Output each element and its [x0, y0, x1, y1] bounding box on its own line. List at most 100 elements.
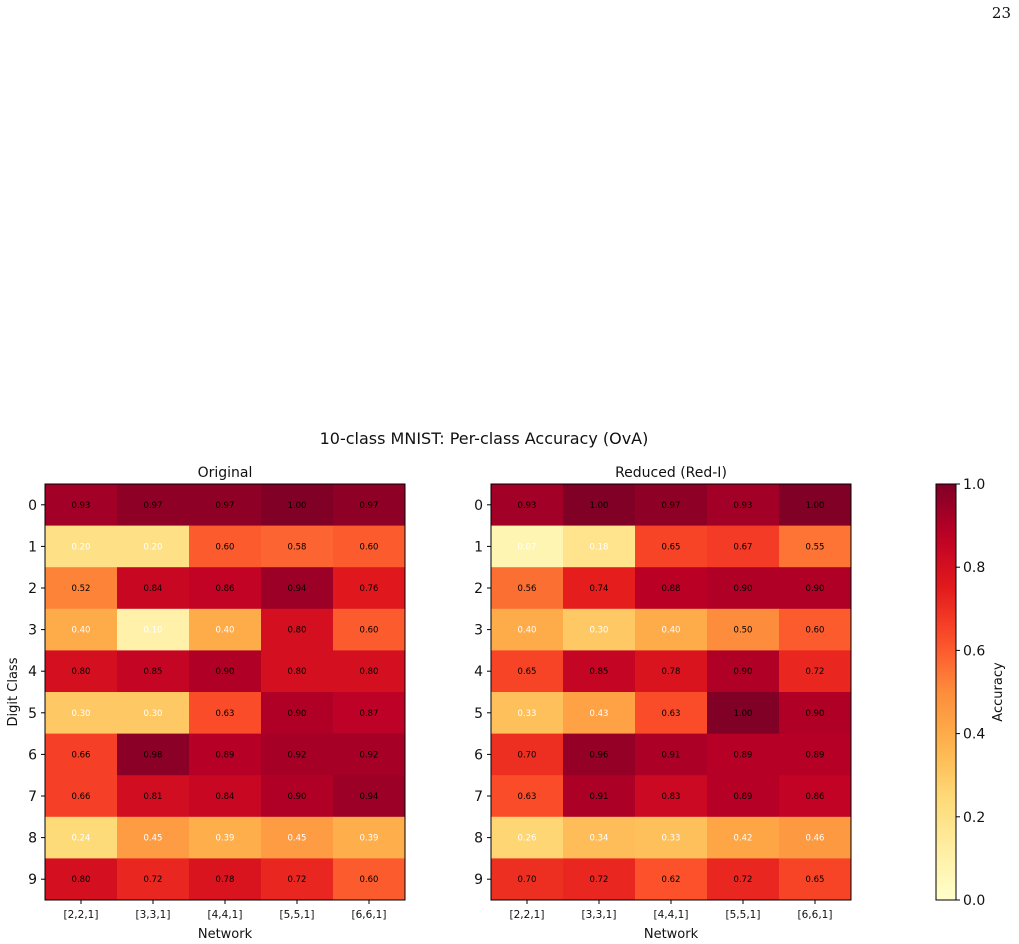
heatmap-cell	[635, 525, 708, 568]
colorbar-tick-label: 1.0	[963, 477, 985, 493]
cell-value-label: 0.89	[734, 750, 753, 760]
cell-value-label: 0.78	[662, 667, 681, 677]
cell-value-label: 0.65	[662, 542, 681, 552]
colorbar-tick-label: 0.0	[963, 893, 985, 909]
y-tick-label: 8	[474, 831, 483, 847]
y-tick-label: 4	[28, 664, 37, 680]
cell-value-label: 0.72	[144, 875, 163, 885]
cell-value-label: 0.65	[518, 667, 537, 677]
heatmap-cell	[779, 775, 852, 818]
heatmap-cell	[563, 733, 636, 776]
heatmap-cell	[45, 525, 118, 568]
cell-value-label: 0.89	[734, 792, 753, 802]
y-tick-label: 1	[474, 539, 483, 555]
heatmap-cell	[563, 775, 636, 818]
heatmap-cell	[261, 484, 334, 527]
x-tick-label: [5,5,1]	[280, 909, 315, 921]
cell-value-label: 0.40	[518, 626, 537, 636]
cell-value-label: 0.87	[360, 709, 379, 719]
heatmap-cell	[189, 733, 262, 776]
cell-value-label: 0.98	[144, 750, 163, 760]
heatmap-cell	[333, 733, 406, 776]
heatmap-cell	[491, 775, 564, 818]
cell-value-label: 0.34	[590, 834, 609, 844]
cell-value-label: 0.80	[72, 875, 91, 885]
cell-value-label: 0.26	[518, 834, 537, 844]
heatmap-cell	[491, 525, 564, 568]
heatmap-cell	[491, 733, 564, 776]
cell-value-label: 0.96	[590, 750, 609, 760]
heatmap-cell	[779, 858, 852, 901]
heatmap-cell	[117, 567, 190, 610]
heatmap-cell	[117, 650, 190, 693]
y-tick-label: 6	[28, 747, 37, 763]
panel-title: Original	[198, 465, 253, 481]
heatmap-cell	[635, 650, 708, 693]
cell-value-label: 0.93	[734, 501, 753, 511]
heatmap-cell	[779, 484, 852, 527]
heatmap-cell	[333, 858, 406, 901]
y-tick-label: 8	[28, 831, 37, 847]
heatmap-cell	[189, 484, 262, 527]
heatmap-cell	[45, 816, 118, 859]
x-tick-label: [6,6,1]	[798, 909, 833, 921]
cell-value-label: 0.81	[144, 792, 163, 802]
panel-title: Reduced (Red-I)	[615, 465, 727, 481]
heatmap-cell	[707, 608, 780, 651]
colorbar-tick-label: 0.4	[963, 727, 985, 743]
heatmap-cell	[707, 650, 780, 693]
heatmap-cell	[491, 816, 564, 859]
cell-value-label: 0.80	[72, 667, 91, 677]
heatmap-cell	[563, 567, 636, 610]
x-tick-label: [4,4,1]	[654, 909, 689, 921]
cell-value-label: 0.92	[288, 750, 307, 760]
cell-value-label: 0.90	[216, 667, 235, 677]
heatmap-cell	[261, 567, 334, 610]
cell-value-label: 0.93	[72, 501, 91, 511]
heatmap-cell	[333, 608, 406, 651]
cell-value-label: 0.60	[360, 626, 379, 636]
y-tick-label: 7	[28, 789, 37, 805]
heatmap-cell	[707, 525, 780, 568]
heatmap-cell	[189, 608, 262, 651]
y-tick-label: 3	[28, 623, 37, 639]
cell-value-label: 0.97	[360, 501, 379, 511]
heatmap-cell	[117, 608, 190, 651]
heatmap-cell	[635, 692, 708, 735]
heatmap-cell	[261, 816, 334, 859]
heatmap-cell	[563, 816, 636, 859]
heatmap-cell	[189, 525, 262, 568]
heatmap-cell	[45, 692, 118, 735]
page-number: 23	[991, 4, 1011, 22]
heatmap-cell	[189, 775, 262, 818]
heatmap-cell	[333, 816, 406, 859]
cell-value-label: 0.84	[144, 584, 163, 594]
cell-value-label: 0.74	[590, 584, 609, 594]
y-tick-label: 3	[474, 623, 483, 639]
x-axis-label: Network	[198, 927, 253, 942]
heatmap-cell	[45, 858, 118, 901]
cell-value-label: 0.39	[360, 834, 379, 844]
cell-value-label: 0.72	[806, 667, 825, 677]
y-tick-label: 1	[28, 539, 37, 555]
cell-value-label: 0.80	[288, 626, 307, 636]
cell-value-label: 0.88	[662, 584, 681, 594]
heatmap-cell	[333, 525, 406, 568]
heatmap-cell	[117, 858, 190, 901]
cell-value-label: 0.83	[662, 792, 681, 802]
cell-value-label: 0.65	[806, 875, 825, 885]
cell-value-label: 0.20	[72, 542, 91, 552]
x-tick-label: [3,3,1]	[582, 909, 617, 921]
heatmap-cell	[563, 650, 636, 693]
cell-value-label: 0.46	[806, 834, 825, 844]
heatmap-cell	[189, 858, 262, 901]
cell-value-label: 0.97	[144, 501, 163, 511]
cell-value-label: 0.24	[72, 834, 91, 844]
heatmap-cell	[117, 816, 190, 859]
heatmap-cell	[779, 525, 852, 568]
cell-value-label: 0.39	[216, 834, 235, 844]
heatmap-cell	[333, 484, 406, 527]
cell-value-label: 0.91	[662, 750, 681, 760]
x-tick-label: [5,5,1]	[726, 909, 761, 921]
